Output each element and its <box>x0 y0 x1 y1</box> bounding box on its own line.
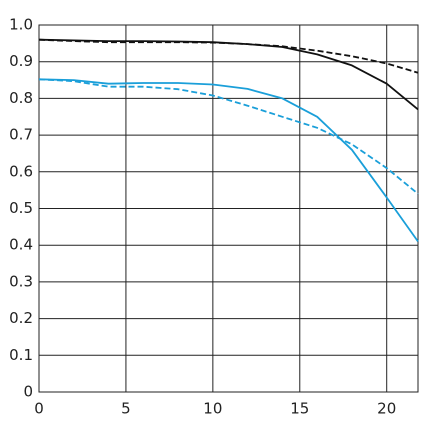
y-tick-label: 0.4 <box>9 236 33 254</box>
x-tick-label: 10 <box>203 400 222 418</box>
y-tick-label: 0.3 <box>9 272 33 290</box>
series-line <box>38 38 419 111</box>
y-tick-label: 0.8 <box>9 89 33 107</box>
y-tick-label: 0.2 <box>9 309 33 327</box>
y-tick-label: 0.7 <box>9 126 33 144</box>
x-tick-label: 0 <box>34 400 44 418</box>
y-tick-label: 1.0 <box>9 16 33 34</box>
series-line <box>38 38 419 74</box>
x-tick-label: 15 <box>290 400 309 418</box>
y-tick-label: 0.6 <box>9 162 33 180</box>
y-tick-label: 0.5 <box>9 199 33 217</box>
y-tick-label: 0 <box>23 383 33 401</box>
x-tick-label: 5 <box>121 400 131 418</box>
series-line <box>38 78 419 195</box>
x-tick-label: 20 <box>377 400 396 418</box>
series-line <box>38 78 419 243</box>
y-tick-label: 0.1 <box>9 346 33 364</box>
y-tick-label: 0.9 <box>9 52 33 70</box>
